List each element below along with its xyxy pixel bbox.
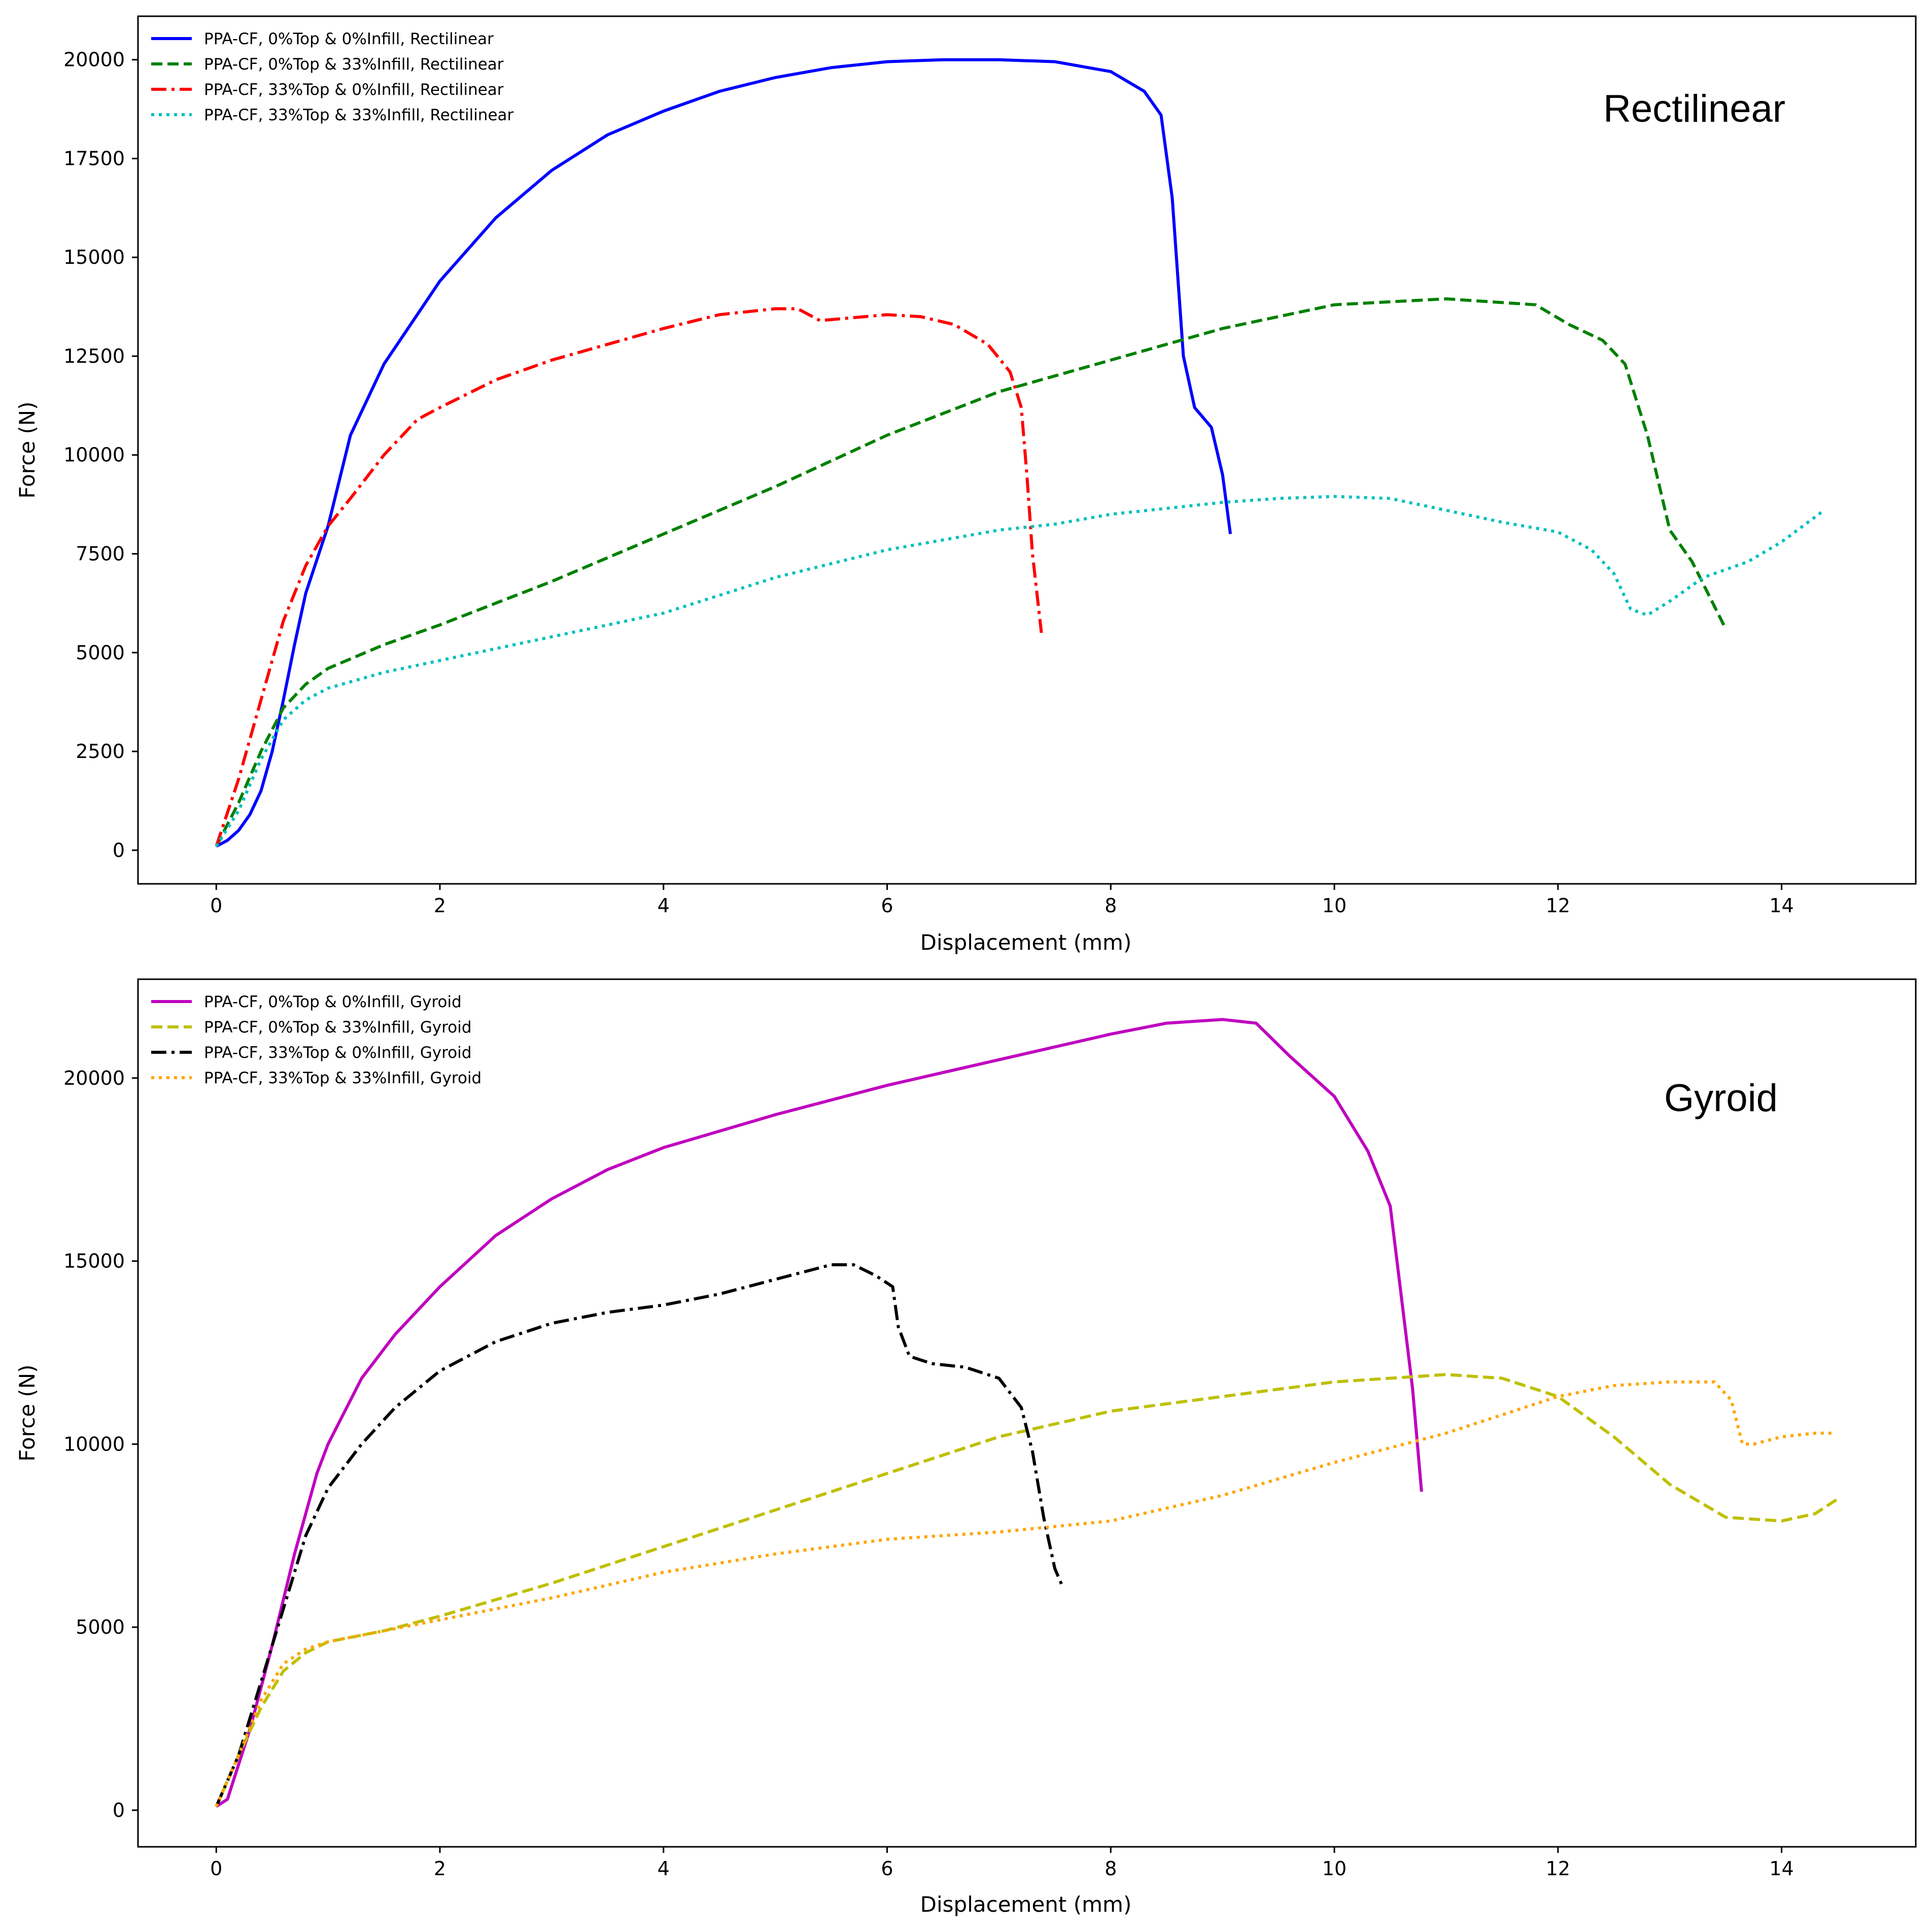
- gyroid-y-ticks: 0 5000 10000 15000 20000: [63, 1067, 138, 1821]
- rect-series-line-1: [215, 297, 1728, 847]
- gyroid-x-ticks: 0 2 4 6 8 10 12 14: [210, 1847, 1794, 1880]
- gyroid-y-axis-label: Force (N): [15, 1364, 40, 1461]
- gyr-y-tick-label-5000: 5000: [76, 1616, 125, 1638]
- rect-y-tick-label-7500: 7500: [76, 542, 125, 565]
- rectilinear-y-ticks: 0 2500 5000 7500 10000 12500 15000 17500 20000: [63, 49, 138, 862]
- rect-y-tick-label-15000: 15000: [63, 246, 125, 268]
- gyr-y-tick-label-15000: 15000: [63, 1250, 125, 1272]
- rect-x-tick-label-14: 14: [1769, 894, 1793, 917]
- gyroid-panel-title: Gyroid: [1664, 1077, 1778, 1120]
- gyr-y-tick-label-0: 0: [113, 1799, 125, 1821]
- gyr-series-line-1: [215, 1373, 1839, 1807]
- rectilinear-legend: PPA-CF, 0%Top & 0%Infill, Rectilinear PP…: [151, 30, 514, 124]
- rectilinear-x-ticks: 0 2 4 6 8 10 12 14: [210, 884, 1794, 917]
- gyr-series-line-2: [215, 1263, 1064, 1807]
- gyroid-x-axis-label: Displacement (mm): [920, 1892, 1132, 1917]
- rect-y-tick-label-5000: 5000: [76, 641, 125, 664]
- rectilinear-plot-frame: [137, 15, 1917, 885]
- gyr-x-tick-label-0: 0: [210, 1857, 222, 1880]
- rect-series-line-0: [215, 58, 1232, 848]
- rect-x-tick-label-2: 2: [434, 894, 446, 917]
- rect-y-tick-label-17500: 17500: [63, 147, 125, 169]
- gyroid-series: [215, 1018, 1839, 1808]
- gyr-y-tick-label-20000: 20000: [63, 1067, 125, 1089]
- legend-label-gyr-2: PPA-CF, 33%Top & 0%Infill, Gyroid: [204, 1044, 472, 1062]
- legend-label-rect-2: PPA-CF, 33%Top & 0%Infill, Rectilinear: [204, 81, 504, 99]
- rectilinear-panel-title: Rectilinear: [1603, 87, 1785, 130]
- rect-y-tick-label-2500: 2500: [76, 740, 125, 763]
- gyr-x-tick-label-14: 14: [1769, 1857, 1793, 1880]
- gyroid-plot-frame: [137, 978, 1917, 1848]
- legend-label-rect-3: PPA-CF, 33%Top & 33%Infill, Rectilinear: [204, 106, 514, 124]
- gyr-series-line-3: [215, 1380, 1832, 1807]
- legend-label-gyr-3: PPA-CF, 33%Top & 33%Infill, Gyroid: [204, 1069, 481, 1087]
- rectilinear-y-axis-label: Force (N): [15, 401, 40, 498]
- rect-x-tick-label-4: 4: [658, 894, 670, 917]
- rect-series-line-3: [215, 495, 1825, 847]
- gyr-x-tick-label-12: 12: [1546, 1857, 1570, 1880]
- gyr-x-tick-label-2: 2: [434, 1857, 446, 1880]
- legend-label-rect-1: PPA-CF, 0%Top & 33%Infill, Rectilinear: [204, 55, 504, 74]
- rect-x-tick-label-10: 10: [1322, 894, 1347, 917]
- rect-x-tick-label-6: 6: [881, 894, 893, 917]
- rect-y-tick-label-10000: 10000: [63, 444, 125, 466]
- rectilinear-panel: 0 2500 5000 7500 10000 12500 15000 17500 20000 0…: [15, 15, 1917, 955]
- rect-x-tick-label-8: 8: [1105, 894, 1117, 917]
- legend-label-gyr-1: PPA-CF, 0%Top & 33%Infill, Gyroid: [204, 1018, 472, 1037]
- gyr-series-line-0: [215, 1018, 1423, 1808]
- rect-x-tick-label-12: 12: [1546, 894, 1570, 917]
- rect-x-tick-label-0: 0: [210, 894, 222, 917]
- gyr-x-tick-label-10: 10: [1322, 1857, 1347, 1880]
- rect-y-tick-label-20000: 20000: [63, 49, 125, 71]
- rect-series-line-2: [215, 307, 1043, 847]
- rectilinear-series: [215, 58, 1825, 848]
- rect-y-tick-label-12500: 12500: [63, 345, 125, 367]
- legend-label-gyr-0: PPA-CF, 0%Top & 0%Infill, Gyroid: [204, 993, 462, 1011]
- gyr-x-tick-label-4: 4: [658, 1857, 670, 1880]
- rect-y-tick-label-0: 0: [113, 839, 125, 862]
- rectilinear-x-axis-label: Displacement (mm): [920, 930, 1132, 955]
- gyroid-legend: PPA-CF, 0%Top & 0%Infill, Gyroid PPA-CF,…: [151, 993, 481, 1087]
- gyr-x-tick-label-6: 6: [881, 1857, 893, 1880]
- legend-label-rect-0: PPA-CF, 0%Top & 0%Infill, Rectilinear: [204, 30, 494, 48]
- gyr-x-tick-label-8: 8: [1105, 1857, 1117, 1880]
- gyr-y-tick-label-10000: 10000: [63, 1433, 125, 1455]
